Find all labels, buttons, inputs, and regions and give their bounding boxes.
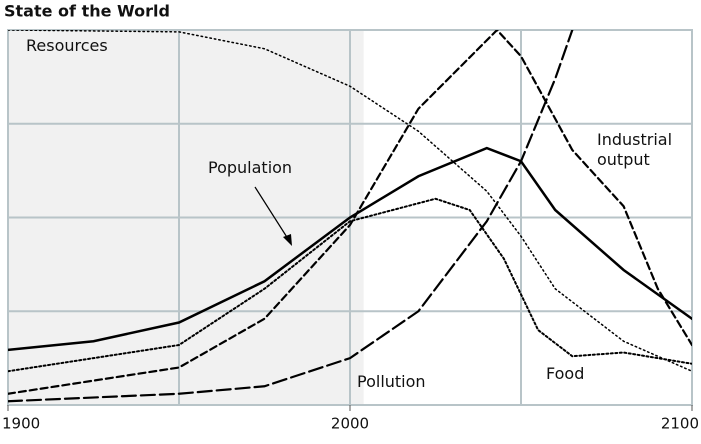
series-label: Food [546,364,585,383]
series-line [8,146,692,352]
series-label: Population [208,158,293,177]
series-label: Resources [26,36,108,55]
chart-title: State of the World [4,2,170,21]
x-tick-label: 2000 [331,415,369,433]
series-line [8,30,574,403]
series-line [8,30,692,395]
series-label: Pollution [357,372,426,391]
series-label: Industrial output [597,130,673,169]
series-line [8,197,692,373]
x-tick-label: 1900 [2,415,40,433]
arrow [254,186,292,246]
x-tick-label: 2100 [661,415,699,433]
